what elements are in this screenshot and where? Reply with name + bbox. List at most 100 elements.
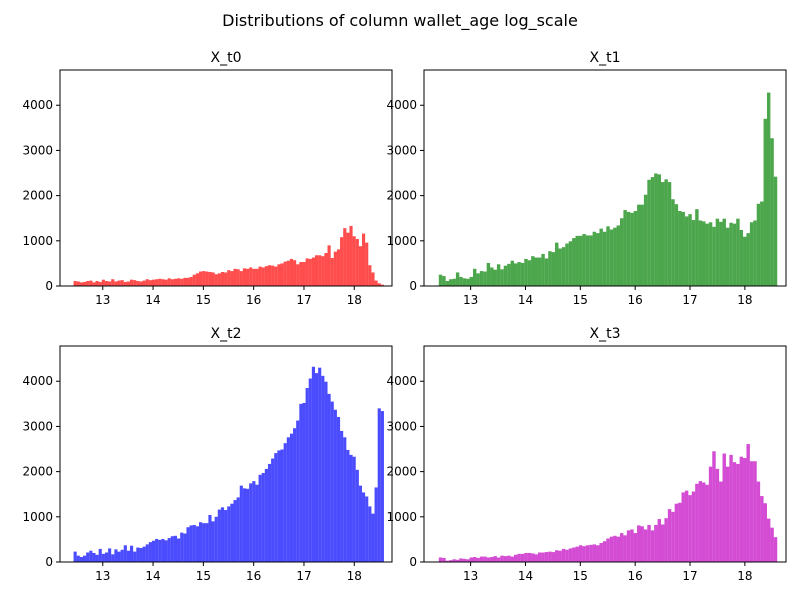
histogram-bar (763, 503, 767, 562)
histogram-bar (217, 273, 221, 286)
histogram-bar (650, 177, 655, 286)
histogram-bar (756, 481, 761, 562)
histogram-bar (233, 500, 237, 562)
histogram-bar (227, 506, 231, 562)
histogram-bar (746, 233, 750, 286)
histogram-bar (377, 408, 381, 562)
histogram-bar (258, 266, 262, 286)
histogram-bar (459, 558, 463, 562)
subplot-title: X_t2 (211, 326, 242, 342)
histogram-bar (211, 272, 215, 286)
histogram-bar (619, 218, 624, 286)
histogram-bar (442, 557, 446, 562)
histogram-bar (476, 273, 480, 286)
x-tick-label: 14 (145, 569, 160, 583)
histogram-bar (626, 211, 631, 286)
histogram-bar (753, 461, 757, 562)
histogram-bar (314, 255, 319, 286)
histogram-bar (698, 481, 703, 562)
x-tick-label: 13 (463, 293, 478, 307)
histogram-bar (108, 548, 112, 562)
histogram-bar (760, 496, 764, 562)
histogram-bar (643, 194, 648, 286)
histogram-bar (551, 552, 556, 562)
histogram-bar (695, 483, 699, 562)
histogram-bar (158, 278, 162, 286)
subplot-X_t0: 13 14 15 16 17 18 0 1000 2000 3000 4000 X_t0 (22, 50, 393, 307)
histogram-bar (355, 469, 359, 562)
histogram-bar (255, 484, 259, 562)
histogram-bar (114, 281, 118, 286)
histogram-bar (98, 281, 102, 286)
histogram-bar (170, 279, 174, 286)
histogram-bar (293, 260, 297, 286)
histogram-bar (531, 256, 535, 286)
histogram-bar (365, 242, 369, 286)
histogram-bar (151, 540, 156, 562)
histogram-bar (126, 550, 131, 562)
histogram-bar (205, 271, 209, 286)
histogram-bar (568, 548, 573, 562)
histogram-bar (151, 279, 156, 286)
histogram-bar (753, 220, 757, 286)
histogram-bar (469, 276, 473, 286)
histogram-bar (527, 260, 532, 286)
histogram-bar (246, 488, 250, 562)
histogram-bar (729, 454, 733, 562)
histogram-bar (258, 474, 262, 562)
histogram-bar (712, 226, 716, 286)
histogram-bar (479, 271, 484, 286)
histogram-bar (520, 553, 525, 562)
histogram-bar (252, 268, 256, 286)
y-tick-label: 4000 (22, 374, 53, 388)
histogram-bar (330, 257, 334, 286)
histogram-bar (333, 409, 337, 562)
histogram-bar (286, 437, 290, 562)
histogram-bar (640, 204, 644, 286)
histogram-bar (445, 560, 450, 562)
histogram-bar (739, 229, 744, 286)
histogram-bar (541, 253, 545, 286)
histogram-bar (732, 462, 737, 562)
histogram-bar (101, 279, 105, 286)
histogram-bar (327, 393, 331, 562)
histogram-bar (527, 552, 532, 562)
y-tick-label: 3000 (386, 143, 417, 157)
y-tick-label: 3000 (22, 419, 53, 433)
histogram-bar (691, 220, 696, 286)
histogram-bar (705, 484, 709, 562)
histogram-bar (551, 252, 556, 286)
histogram-bar (654, 524, 658, 562)
histogram-bar (657, 519, 661, 562)
histogram-bar (602, 541, 607, 562)
histogram-bar (180, 532, 184, 562)
histogram-bar (510, 556, 515, 562)
histogram-bar (592, 231, 597, 286)
x-tick-label: 18 (347, 293, 362, 307)
histogram-bar (211, 521, 215, 562)
histogram-bar (296, 264, 300, 286)
histogram-bar (195, 273, 199, 286)
x-tick-label: 16 (628, 569, 643, 583)
y-tick-label: 0 (45, 279, 53, 293)
subplot-title: X_t0 (211, 50, 242, 66)
histogram-bar (170, 536, 174, 562)
histogram-bar (239, 271, 243, 286)
histogram-bar (120, 280, 124, 286)
histogram-bar (438, 274, 443, 286)
histogram-bar (73, 281, 77, 286)
histogram-bar (220, 271, 225, 286)
histogram-bar (500, 555, 504, 562)
histogram-bar (155, 538, 159, 562)
histogram-bar (330, 401, 334, 562)
histogram-bar (283, 261, 287, 286)
y-tick-label: 4000 (386, 374, 417, 388)
histogram-bar (537, 257, 542, 286)
y-tick-label: 1000 (386, 234, 417, 248)
histogram-bar (524, 552, 528, 562)
histogram-bar (565, 243, 569, 286)
histogram-bar (318, 367, 322, 562)
histogram-bar (343, 437, 347, 562)
histogram-bar (267, 265, 272, 286)
x-tick-label: 16 (246, 293, 261, 307)
